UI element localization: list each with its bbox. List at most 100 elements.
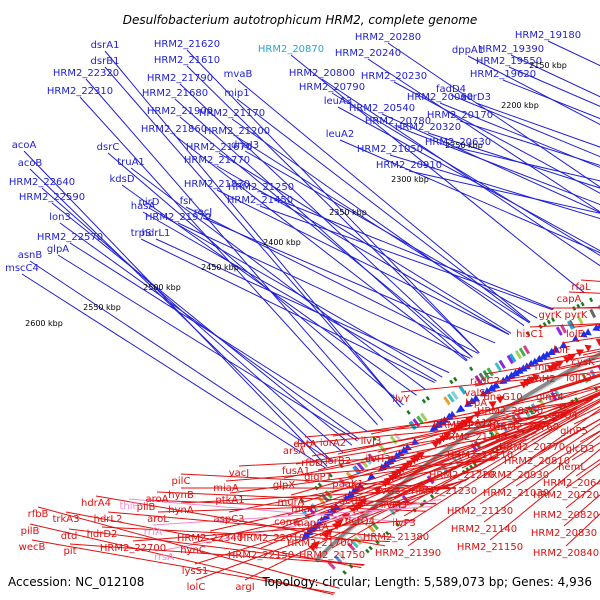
reverse-gene-label: HRM2_20720 bbox=[533, 490, 599, 501]
forward-leader-line bbox=[510, 54, 600, 98]
gc-dot-outer bbox=[299, 498, 305, 504]
reverse-gene-label: aroL bbox=[147, 514, 169, 525]
forward-gene-label: hdrL1 bbox=[142, 228, 171, 239]
cog-feature-forward bbox=[555, 326, 563, 336]
gc-dot-outer bbox=[589, 297, 594, 303]
reverse-leader-line bbox=[549, 373, 600, 391]
reverse-leader-line bbox=[156, 491, 436, 505]
reverse-gene-arrow bbox=[334, 518, 344, 528]
forward-gene-arrow bbox=[571, 334, 580, 342]
reverse-gene-label: HRM2_20770 bbox=[499, 442, 565, 453]
reverse-leader-line bbox=[95, 495, 386, 547]
forward-leader-line bbox=[140, 238, 435, 383]
forward-leader-line bbox=[142, 211, 437, 382]
gc-dot-inner bbox=[368, 545, 373, 551]
forward-gene-label: xerD3 bbox=[461, 92, 491, 103]
kbp-tick-label: 2200 kbp bbox=[501, 101, 539, 110]
reverse-gene-arrow bbox=[595, 338, 600, 347]
reverse-leader-line bbox=[295, 418, 559, 465]
reverse-leader-line bbox=[543, 348, 600, 361]
reverse-gene-label: HRM2_21150 bbox=[457, 542, 523, 553]
reverse-leader-line bbox=[484, 354, 600, 375]
reverse-gene-label: HRM2_21750 bbox=[299, 550, 365, 561]
reverse-gene-label: hisC1 bbox=[516, 329, 544, 340]
forward-gene-label: HRM2_21200 bbox=[204, 126, 270, 137]
map-title: Desulfobacterium autotrophicum HRM2, com… bbox=[123, 13, 478, 27]
reverse-gene-label: ilvF3 bbox=[392, 518, 416, 529]
reverse-gene-label: cstA bbox=[307, 522, 329, 533]
kbp-tick-label: 2150 kbp bbox=[529, 61, 567, 70]
kbp-tick-label: 2350 kbp bbox=[329, 208, 367, 217]
reverse-leader-line bbox=[180, 487, 456, 504]
forward-gene-arrow bbox=[464, 399, 473, 408]
reverse-gene-label: cysK bbox=[571, 357, 595, 368]
forward-gene-label: HRM2_20320 bbox=[395, 122, 461, 133]
reverse-leader-line bbox=[180, 473, 456, 489]
reverse-gene-label: HRM2_21380 bbox=[363, 532, 429, 543]
forward-leader-line bbox=[130, 167, 426, 390]
reverse-gene-label: map bbox=[294, 518, 316, 529]
forward-gene-label: HRM2_21170 bbox=[199, 108, 265, 119]
gc-dot-inner bbox=[395, 522, 400, 527]
forward-gene-label: HRM2_22570 bbox=[37, 232, 103, 243]
forward-leader-line bbox=[389, 154, 600, 220]
reverse-gene-label: glcD3 bbox=[566, 444, 595, 455]
forward-leader-line bbox=[237, 79, 531, 323]
reverse-gene-arrow bbox=[488, 401, 497, 409]
forward-leader-line bbox=[202, 217, 496, 344]
gc-dot-outer bbox=[425, 395, 431, 401]
forward-gene-label: mip1 bbox=[224, 88, 249, 99]
reverse-gene-label: HRM2_21220 bbox=[429, 470, 495, 481]
reverse-gene-label: HRM2_21700 bbox=[287, 538, 353, 549]
reverse-leader-line bbox=[461, 398, 600, 469]
reverse-gene-label: HRM2_22340 bbox=[177, 533, 243, 544]
forward-gene-arrow bbox=[467, 397, 477, 405]
forward-gene-arrow bbox=[486, 383, 497, 392]
forward-leader-line bbox=[177, 222, 471, 359]
cog-feature-forward bbox=[416, 415, 424, 425]
forward-leader-line bbox=[290, 54, 585, 294]
reverse-gene-label: pit bbox=[63, 546, 76, 557]
gc-dot-outer bbox=[421, 398, 427, 404]
forward-gene-arrow bbox=[534, 354, 544, 363]
reverse-gene-label: miaA bbox=[213, 483, 239, 494]
reverse-gene-label: lepA bbox=[465, 398, 487, 409]
forward-gene-arrow bbox=[538, 352, 548, 361]
forward-gene-label: nirD bbox=[139, 197, 160, 208]
reverse-gene-label: HRM2_20930 bbox=[483, 470, 549, 481]
reverse-leader-line bbox=[483, 434, 600, 523]
forward-gene-arrow bbox=[546, 347, 556, 356]
reverse-gene-label: pilC bbox=[172, 476, 191, 487]
reverse-gene-label: murA bbox=[277, 497, 304, 508]
forward-gene-label: HRM2_19390 bbox=[478, 44, 544, 55]
reverse-gene-arrow bbox=[372, 485, 382, 494]
reverse-gene-label: valS bbox=[464, 388, 485, 399]
reverse-gene-label: hemL bbox=[558, 462, 586, 473]
reverse-leader-line bbox=[479, 423, 600, 505]
forward-gene-arrow bbox=[510, 369, 520, 377]
cog-feature-forward bbox=[482, 369, 490, 380]
forward-gene-label: mvaB bbox=[224, 69, 253, 80]
reverse-gene-label: HRM2_21130 bbox=[447, 506, 513, 517]
gc-dot-outer bbox=[372, 436, 377, 441]
forward-leader-line bbox=[397, 126, 600, 206]
gc-dot-outer bbox=[317, 482, 323, 488]
reverse-gene-label: mpl bbox=[535, 362, 554, 373]
reverse-leader-line bbox=[502, 364, 600, 391]
reverse-gene-label: glnP5 bbox=[560, 426, 588, 437]
forward-leader-line bbox=[408, 170, 600, 214]
forward-leader-line bbox=[439, 102, 600, 168]
cog-feature-reverse bbox=[337, 551, 346, 561]
reverse-gene-arrow bbox=[390, 470, 400, 480]
forward-gene-label: leuA2 bbox=[326, 129, 354, 140]
cog-feature-forward bbox=[560, 324, 567, 334]
cog-feature-forward bbox=[360, 459, 369, 469]
forward-gene-label: HRM2_20790 bbox=[299, 82, 365, 93]
reverse-gene-label: argI bbox=[235, 582, 254, 593]
reverse-gene-label: hdrD2 bbox=[87, 529, 118, 540]
reverse-gene-label: rfaL bbox=[571, 282, 591, 293]
reverse-leader-line bbox=[132, 519, 416, 542]
forward-gene-label: HRM2_21900 bbox=[147, 106, 213, 117]
gc-dot-outer bbox=[328, 472, 333, 478]
reverse-gene-label: HRM2_20750 bbox=[477, 406, 543, 417]
